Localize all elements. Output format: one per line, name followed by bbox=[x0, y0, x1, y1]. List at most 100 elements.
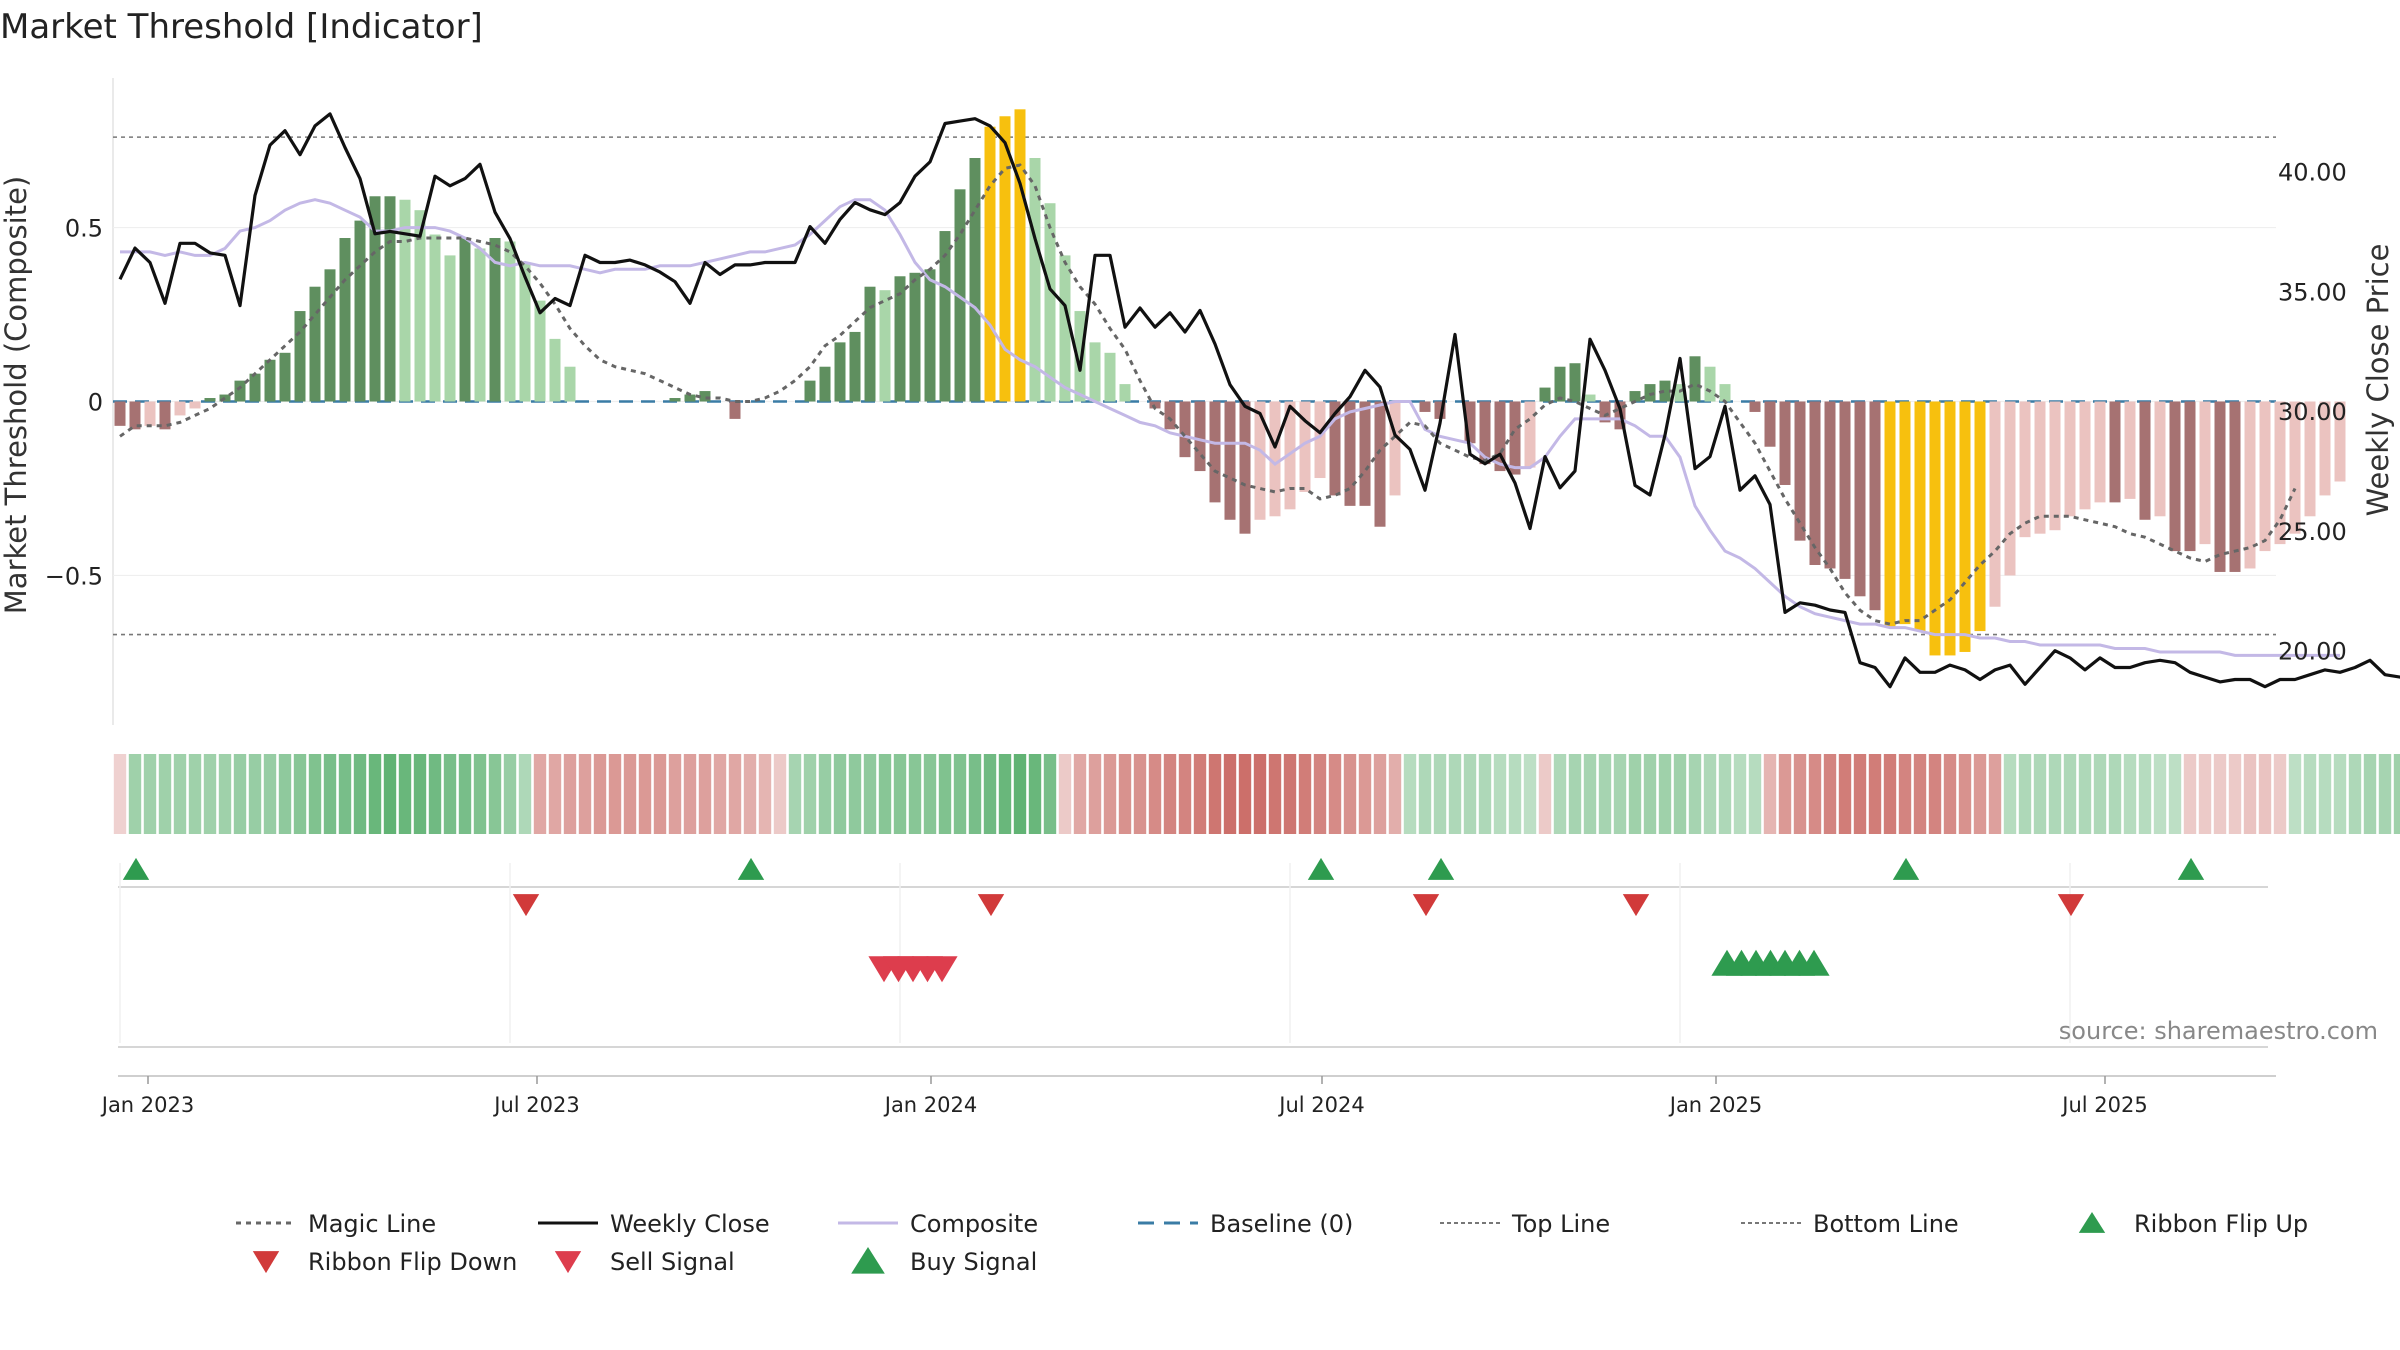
ribbon-cell bbox=[2213, 754, 2227, 834]
ribbon-cell bbox=[233, 754, 247, 834]
ribbon-cell bbox=[1643, 754, 1657, 834]
ribbon-cell bbox=[1343, 754, 1357, 834]
ribbon-cell bbox=[503, 754, 517, 834]
ribbon-cell bbox=[1073, 754, 1087, 834]
y2-tick-label: 25.00 bbox=[2278, 518, 2347, 546]
histogram-bar bbox=[849, 331, 861, 402]
ribbon-cell bbox=[2243, 754, 2257, 834]
ribbon-cell bbox=[1718, 754, 1732, 834]
ribbon-cell bbox=[428, 754, 442, 834]
ribbon-cell bbox=[218, 754, 232, 834]
right-y-axis-label: Weekly Close Price bbox=[2361, 244, 2395, 517]
ribbon-cell bbox=[1808, 754, 1822, 834]
legend: Magic Line Weekly Close Composite Baseline … bbox=[236, 1210, 2308, 1276]
histogram-bar bbox=[1974, 401, 1986, 632]
ribbon-cell bbox=[2153, 754, 2167, 834]
ribbon-cell bbox=[908, 754, 922, 834]
ribbon-flip-down-marker bbox=[1622, 894, 1650, 917]
legend-label: Weekly Close bbox=[610, 1210, 770, 1238]
histogram-bar bbox=[1509, 401, 1521, 475]
ribbon-cell bbox=[1778, 754, 1792, 834]
ribbon-cell bbox=[953, 754, 967, 834]
ribbon-cell bbox=[1253, 754, 1267, 834]
histogram-bar bbox=[2184, 401, 2196, 552]
histogram-bar bbox=[399, 199, 411, 402]
histogram-bar bbox=[1539, 387, 1551, 402]
legend-label: Top Line bbox=[1511, 1210, 1610, 1238]
legend-item: Weekly Close bbox=[538, 1210, 770, 1238]
trend-ribbon bbox=[113, 754, 2400, 834]
histogram-bar bbox=[699, 391, 711, 402]
histogram-bar bbox=[924, 269, 936, 402]
ribbon-cell bbox=[1613, 754, 1627, 834]
x-axis: Jan 2023 Jul 2023 Jan 2024 Jul 2024 Jan 2025… bbox=[100, 1075, 2276, 1117]
histogram-bar bbox=[1419, 401, 1431, 412]
legend-item: Ribbon Flip Down bbox=[252, 1248, 517, 1276]
histogram-bar bbox=[234, 380, 246, 402]
histogram-bar bbox=[1089, 342, 1101, 402]
ribbon-cell bbox=[1058, 754, 1072, 834]
ribbon-cell bbox=[623, 754, 637, 834]
x-tick-label: Jan 2023 bbox=[100, 1093, 195, 1117]
ribbon-cell bbox=[1403, 754, 1417, 834]
histogram-bar bbox=[1914, 401, 1926, 632]
histogram-bar bbox=[2154, 401, 2166, 517]
ribbon-cell bbox=[263, 754, 277, 834]
histogram-bar bbox=[1674, 384, 1686, 402]
histogram-bar bbox=[684, 394, 696, 402]
ribbon-cell bbox=[863, 754, 877, 834]
histogram-bar bbox=[1059, 255, 1071, 402]
histogram-bar bbox=[1764, 401, 1776, 447]
ribbon-cell bbox=[563, 754, 577, 834]
ribbon-cell bbox=[113, 754, 127, 834]
histogram-bar bbox=[1029, 158, 1041, 402]
x-tick-label: Jan 2024 bbox=[883, 1093, 978, 1117]
ribbon-cell bbox=[2063, 754, 2077, 834]
histogram-bar bbox=[1524, 401, 1536, 468]
ribbon-cell bbox=[2033, 754, 2047, 834]
histogram-bar bbox=[1659, 380, 1671, 402]
histogram-bar bbox=[474, 248, 486, 402]
histogram-bar bbox=[1299, 401, 1311, 492]
legend-label: Magic Line bbox=[308, 1210, 436, 1238]
histogram-bar bbox=[174, 401, 186, 416]
histogram-bar bbox=[729, 401, 741, 419]
ribbon-cell bbox=[1523, 754, 1537, 834]
ribbon-cell bbox=[293, 754, 307, 834]
histogram-bar bbox=[189, 401, 201, 409]
ribbon-cell bbox=[1913, 754, 1927, 834]
weekly-close-line bbox=[118, 112, 2400, 689]
series-lines bbox=[118, 112, 2400, 689]
histogram-bar bbox=[1434, 401, 1446, 419]
histogram-bar bbox=[2064, 401, 2076, 517]
histogram-bar bbox=[159, 401, 171, 430]
histogram-bar bbox=[894, 276, 906, 402]
ribbon-cell bbox=[2258, 754, 2272, 834]
histogram-bar bbox=[519, 262, 531, 402]
ribbon-cell bbox=[1178, 754, 1192, 834]
histogram-bar bbox=[1944, 401, 1956, 656]
ribbon-cell bbox=[1733, 754, 1747, 834]
ribbon-cell bbox=[1793, 754, 1807, 834]
ribbon-cell bbox=[1853, 754, 1867, 834]
histogram-bar bbox=[324, 269, 336, 402]
ribbon-cell bbox=[158, 754, 172, 834]
ribbon-cell bbox=[938, 754, 952, 834]
histogram-bar bbox=[1179, 401, 1191, 458]
ribbon-cell bbox=[2228, 754, 2242, 834]
histogram-bar bbox=[459, 238, 471, 402]
histogram-bar bbox=[2229, 401, 2241, 572]
histogram-bar bbox=[1884, 401, 1896, 628]
histogram-bar bbox=[429, 234, 441, 402]
ribbon-cell bbox=[2138, 754, 2152, 834]
histogram-bar bbox=[114, 401, 126, 426]
legend-item: Top Line bbox=[1440, 1210, 1610, 1238]
ribbon-cell bbox=[1298, 754, 1312, 834]
ribbon-cell bbox=[1148, 754, 1162, 834]
histogram-bar bbox=[564, 366, 576, 402]
ribbon-cell bbox=[473, 754, 487, 834]
histogram-bar bbox=[1779, 401, 1791, 485]
histogram-bar bbox=[444, 255, 456, 402]
ribbon-cell bbox=[533, 754, 547, 834]
histogram-bar bbox=[294, 311, 306, 402]
